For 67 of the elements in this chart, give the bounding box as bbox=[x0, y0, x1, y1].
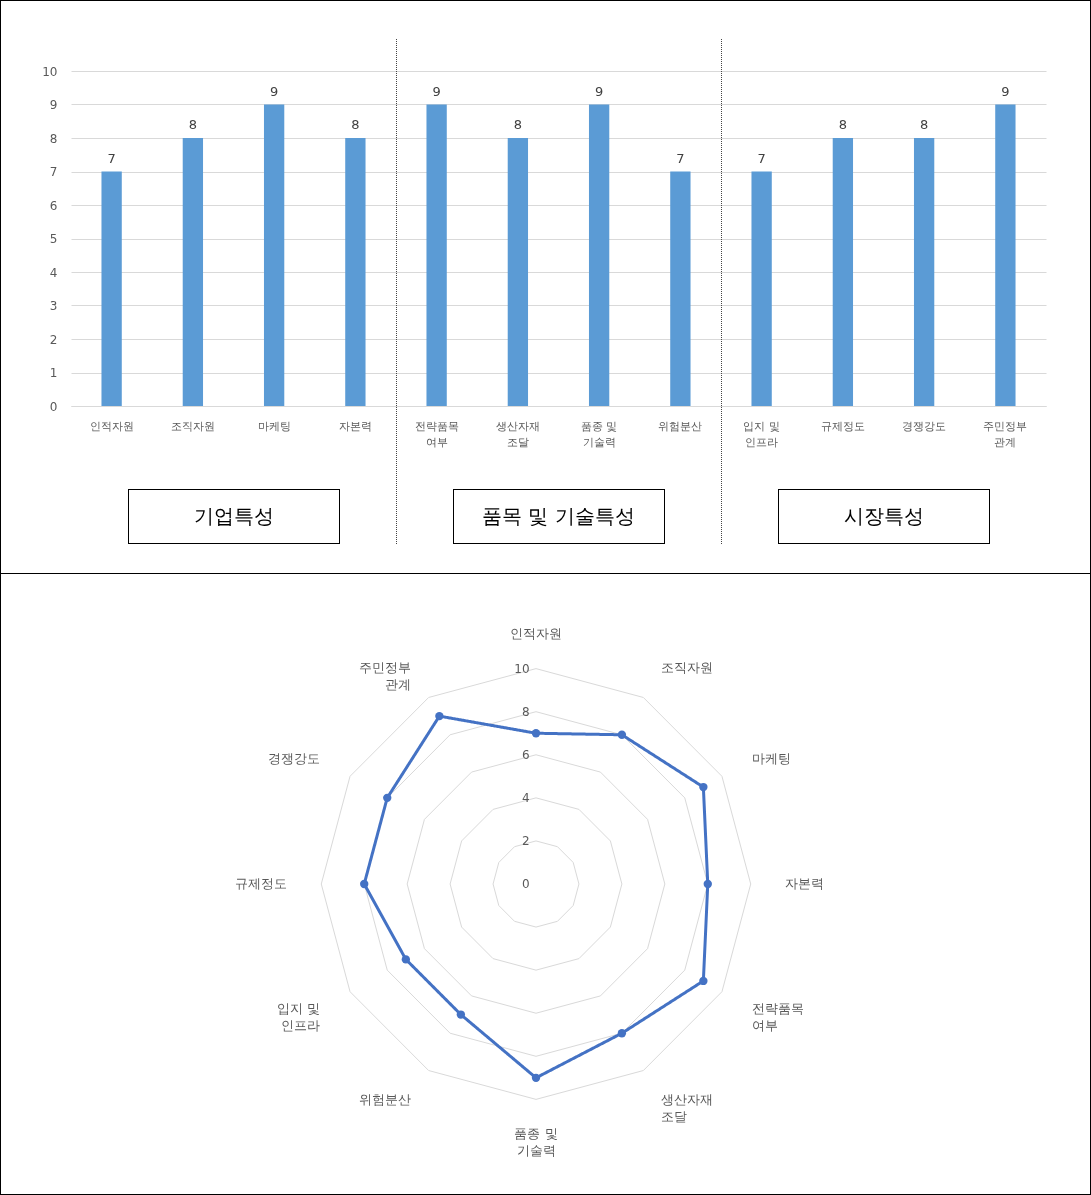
data-label: 8 bbox=[351, 117, 360, 132]
bar bbox=[507, 138, 529, 406]
x-tick-label: 전략품목 여부 bbox=[414, 419, 459, 449]
spoke-label: 품종 및 기술력 bbox=[514, 1125, 558, 1158]
y-tick-label: 9 bbox=[49, 98, 58, 112]
bar bbox=[182, 138, 204, 406]
y-tick-label: 6 bbox=[521, 747, 530, 762]
y-tick-label: 0 bbox=[49, 399, 58, 414]
x-tick-label: 입지 및 인프라 bbox=[743, 419, 780, 449]
y-tick-label: 8 bbox=[49, 131, 58, 146]
y-tick-label: 10 bbox=[514, 661, 530, 676]
bar bbox=[345, 138, 366, 406]
x-tick-label: 인적자원 bbox=[89, 419, 134, 433]
bar bbox=[913, 138, 935, 406]
x-tick-label: 규제정도 bbox=[820, 419, 865, 433]
data-label: 9 bbox=[432, 83, 441, 99]
x-tick-label: 조직자원 bbox=[170, 419, 215, 433]
spoke-label: 입지 및 인프라 bbox=[277, 1000, 321, 1033]
bar bbox=[263, 104, 285, 406]
group-label-box: 시장특성 bbox=[777, 489, 990, 544]
data-label: 8 bbox=[838, 117, 848, 132]
y-tick-label: 6 bbox=[49, 198, 58, 213]
group-label-box: 품목 및 기술특성 bbox=[452, 489, 665, 544]
bar bbox=[995, 104, 1016, 406]
spoke-label: 마케팅 bbox=[751, 751, 791, 767]
y-tick-label: 10 bbox=[42, 64, 58, 79]
x-tick-label: 위험분산 bbox=[658, 419, 703, 433]
y-tick-label: 3 bbox=[49, 299, 58, 313]
y-tick-label: 7 bbox=[49, 165, 58, 179]
bar bbox=[751, 171, 772, 406]
x-tick-label: 마케팅 bbox=[257, 419, 291, 433]
data-label: 9 bbox=[594, 83, 604, 99]
x-tick-label: 경쟁강도 bbox=[902, 419, 947, 433]
spoke-label: 위험분산 bbox=[359, 1092, 412, 1108]
data-label: 7 bbox=[757, 150, 766, 166]
data-label: 9 bbox=[269, 83, 279, 99]
data-label: 7 bbox=[676, 150, 685, 166]
x-tick-label: 생산자재 조달 bbox=[495, 419, 540, 449]
bar bbox=[101, 171, 122, 406]
group-label-box: 기업특성 bbox=[127, 489, 340, 544]
spoke-label: 규제정도 bbox=[234, 876, 287, 891]
spoke-label: 생산자재 조달 bbox=[660, 1092, 713, 1125]
spoke-label: 인적자원 bbox=[510, 626, 562, 642]
bar bbox=[588, 104, 610, 406]
data-label: 7 bbox=[107, 150, 116, 166]
data-label: 8 bbox=[919, 117, 929, 132]
x-tick-label: 주민정부 관계 bbox=[983, 419, 1028, 449]
y-tick-label: 8 bbox=[521, 704, 530, 719]
spoke-label: 자본력 bbox=[785, 876, 825, 891]
bar bbox=[832, 138, 854, 406]
y-tick-label: 2 bbox=[49, 332, 58, 347]
spoke-label: 조직자원 bbox=[660, 659, 713, 675]
data-label: 8 bbox=[188, 117, 198, 132]
spoke-label: 전략품목 여부 bbox=[751, 1000, 804, 1033]
x-tick-label: 품종 및 기술력 bbox=[580, 419, 618, 449]
y-tick-label: 0 bbox=[521, 877, 530, 891]
y-tick-label: 1 bbox=[49, 366, 58, 380]
y-tick-label: 4 bbox=[521, 790, 530, 805]
bar bbox=[426, 104, 447, 406]
y-tick-label: 4 bbox=[49, 265, 58, 280]
bar bbox=[670, 171, 691, 406]
x-tick-label: 자본력 bbox=[338, 419, 372, 433]
data-label: 9 bbox=[1001, 83, 1010, 99]
spoke-label: 주민정부 관계 bbox=[359, 659, 412, 692]
y-tick-label: 5 bbox=[49, 232, 58, 246]
spoke-label: 경쟁강도 bbox=[268, 751, 321, 767]
y-tick-label: 2 bbox=[521, 833, 530, 848]
